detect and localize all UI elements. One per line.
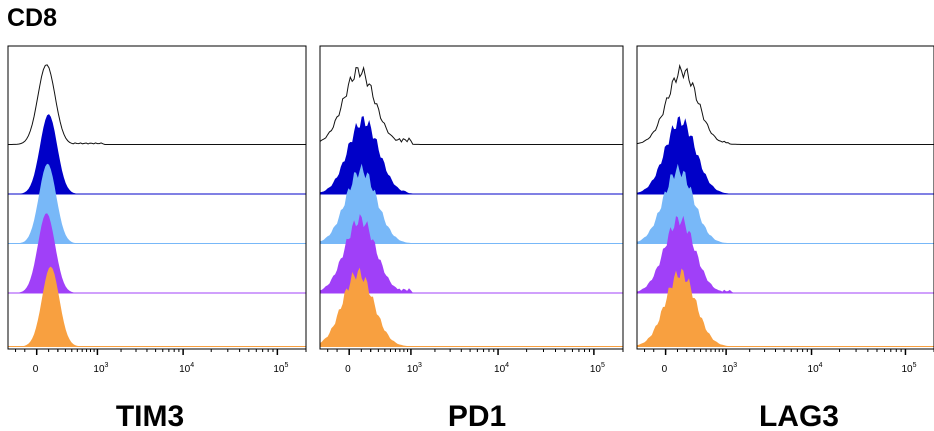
x-tick-label: 103: [407, 362, 422, 375]
histogram-control: [8, 64, 306, 145]
plot-frame: [319, 45, 624, 350]
histogram-orange: [8, 266, 306, 347]
x-tick-label: 104: [494, 362, 509, 375]
histogram-purple: [8, 213, 306, 293]
histogram-panel-tim3: 0 103 104 105 TIM3: [7, 45, 307, 431]
x-axis-label: LAG3: [759, 400, 839, 431]
histogram-panel-lag3: 0 103 104 105 LAG3: [636, 45, 934, 431]
x-tick-label: 104: [808, 362, 823, 375]
histogram-purple: [637, 215, 934, 293]
histogram-dark_blue: [637, 116, 934, 194]
histogram-control: [319, 65, 623, 145]
plot-frame: [636, 45, 934, 350]
histogram-orange: [637, 268, 934, 347]
x-tick-label: 105: [273, 362, 288, 375]
histogram-light_blue: [637, 163, 934, 244]
x-tick-label: 0: [33, 364, 39, 375]
x-axis-label: TIM3: [116, 400, 184, 431]
x-tick-label: 105: [590, 362, 605, 375]
x-tick-label: 103: [93, 362, 108, 375]
histogram-light_blue: [8, 163, 306, 244]
x-tick-label: 103: [722, 362, 737, 375]
histogram-panel-pd1: 0 103 104 105 PD1: [319, 45, 624, 431]
x-tick-label: 0: [345, 364, 351, 375]
x-tick-label: 0: [662, 364, 668, 375]
histogram-orange: [320, 267, 623, 347]
plot-frame: [7, 45, 307, 350]
x-axis-label: PD1: [448, 400, 506, 431]
x-tick-label: 104: [179, 362, 194, 375]
histogram-dark_blue: [8, 114, 306, 194]
x-tick-label: 105: [901, 362, 916, 375]
figure-title: CD8: [7, 4, 58, 32]
histogram-dark_blue: [320, 116, 623, 194]
histogram-light_blue: [320, 163, 623, 244]
histogram-control: [636, 63, 934, 145]
